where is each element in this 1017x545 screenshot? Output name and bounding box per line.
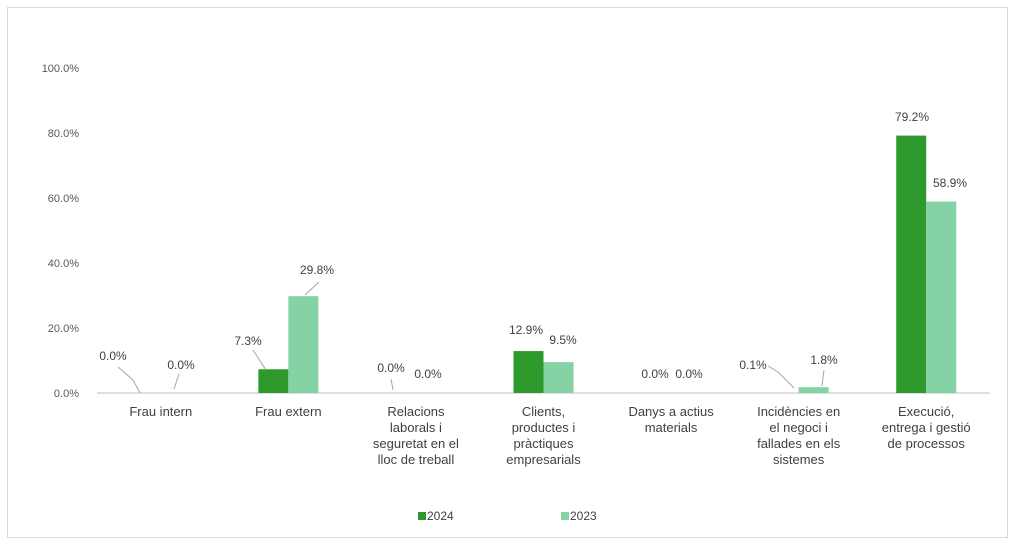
x-category-label-line: materials — [645, 420, 698, 435]
data-label-2023-2: 0.0% — [414, 367, 442, 381]
leader-line-2024-5 — [767, 365, 795, 389]
leader-line-2023-1 — [304, 281, 320, 296]
bar-2023-5 — [798, 387, 829, 393]
bar-2024-1 — [258, 369, 289, 393]
x-category-label-line: lloc de treball — [378, 452, 455, 467]
y-tick-label: 80.0% — [48, 128, 79, 140]
x-category-label-line: empresarials — [506, 452, 581, 467]
chart-frame — [7, 7, 1008, 538]
data-label-2024-6: 79.2% — [895, 110, 929, 124]
x-category-label: Frau extern — [255, 404, 321, 419]
data-label-2024-2: 0.0% — [377, 361, 405, 375]
data-label-2024-4: 0.0% — [641, 367, 669, 381]
x-category-label: Clients, productes i pràctiques empresarial… — [506, 404, 581, 467]
leader-line-2023-0 — [173, 373, 180, 390]
y-tick-label: 0.0% — [54, 388, 79, 400]
x-category-label-line: sistemes — [773, 452, 825, 467]
y-tick-label: 20.0% — [48, 323, 79, 335]
y-tick-label: 60.0% — [48, 193, 79, 205]
data-label-2023-4: 0.0% — [675, 367, 703, 381]
bar-2024-6 — [896, 135, 927, 393]
x-category-label-line: fallades en els — [757, 436, 841, 451]
x-category-label-line: Incidències en — [757, 404, 840, 419]
x-category-label-line: seguretat en el — [373, 436, 459, 451]
data-label-2023-5: 1.8% — [810, 353, 838, 367]
x-category-label: Relacions laborals i seguretat en el lloc d… — [373, 404, 459, 467]
x-category-label-line: Danys a actius — [628, 404, 714, 419]
bar-2024-3 — [513, 351, 544, 393]
data-label-2023-6: 58.9% — [933, 176, 967, 190]
x-category-label-line: pràctiques — [514, 436, 574, 451]
x-category-label-line: Clients, — [522, 404, 565, 419]
data-label-2023-1: 29.8% — [300, 263, 334, 277]
x-category-label: Execució, entrega i gestió de processos — [882, 404, 971, 451]
legend-label-2024: 2024 — [427, 509, 454, 523]
x-category-label-line: productes i — [512, 420, 576, 435]
data-label-2023-3: 9.5% — [549, 333, 577, 347]
y-tick-label: 100.0% — [42, 63, 80, 75]
legend-swatch-2024 — [418, 512, 426, 520]
x-category-label: Danys a actius materials — [628, 404, 714, 435]
x-category-label-line: el negoci i — [769, 420, 828, 435]
data-label-2024-3: 12.9% — [509, 323, 543, 337]
legend-label-2023: 2023 — [570, 509, 597, 523]
leader-line-2024-2 — [390, 378, 394, 391]
x-category-label-line: de processos — [888, 436, 966, 451]
x-category-label-line: entrega i gestió — [882, 420, 971, 435]
x-category-label-line: Frau intern — [129, 404, 192, 419]
leader-line-2023-5 — [821, 369, 825, 387]
bar-2023-1 — [288, 296, 319, 393]
data-label-2024-5: 0.1% — [739, 358, 767, 372]
leader-line-2024-0 — [117, 366, 141, 394]
x-category-label-line: Relacions — [387, 404, 445, 419]
data-label-2023-0: 0.0% — [167, 358, 195, 372]
x-category-label-line: Frau extern — [255, 404, 321, 419]
bar-2023-6 — [926, 201, 957, 393]
x-category-label-line: Execució, — [898, 404, 954, 419]
data-label-2024-0: 0.0% — [99, 349, 127, 363]
x-category-label: Incidències en el negoci i fallades en els… — [757, 404, 841, 467]
data-label-2024-1: 7.3% — [234, 334, 262, 348]
bar-2023-3 — [543, 362, 574, 393]
legend-swatch-2023 — [561, 512, 569, 520]
y-tick-label: 40.0% — [48, 258, 79, 270]
leader-line-2024-1 — [252, 349, 267, 371]
x-category-label: Frau intern — [129, 404, 192, 419]
x-category-label-line: laborals i — [390, 420, 442, 435]
